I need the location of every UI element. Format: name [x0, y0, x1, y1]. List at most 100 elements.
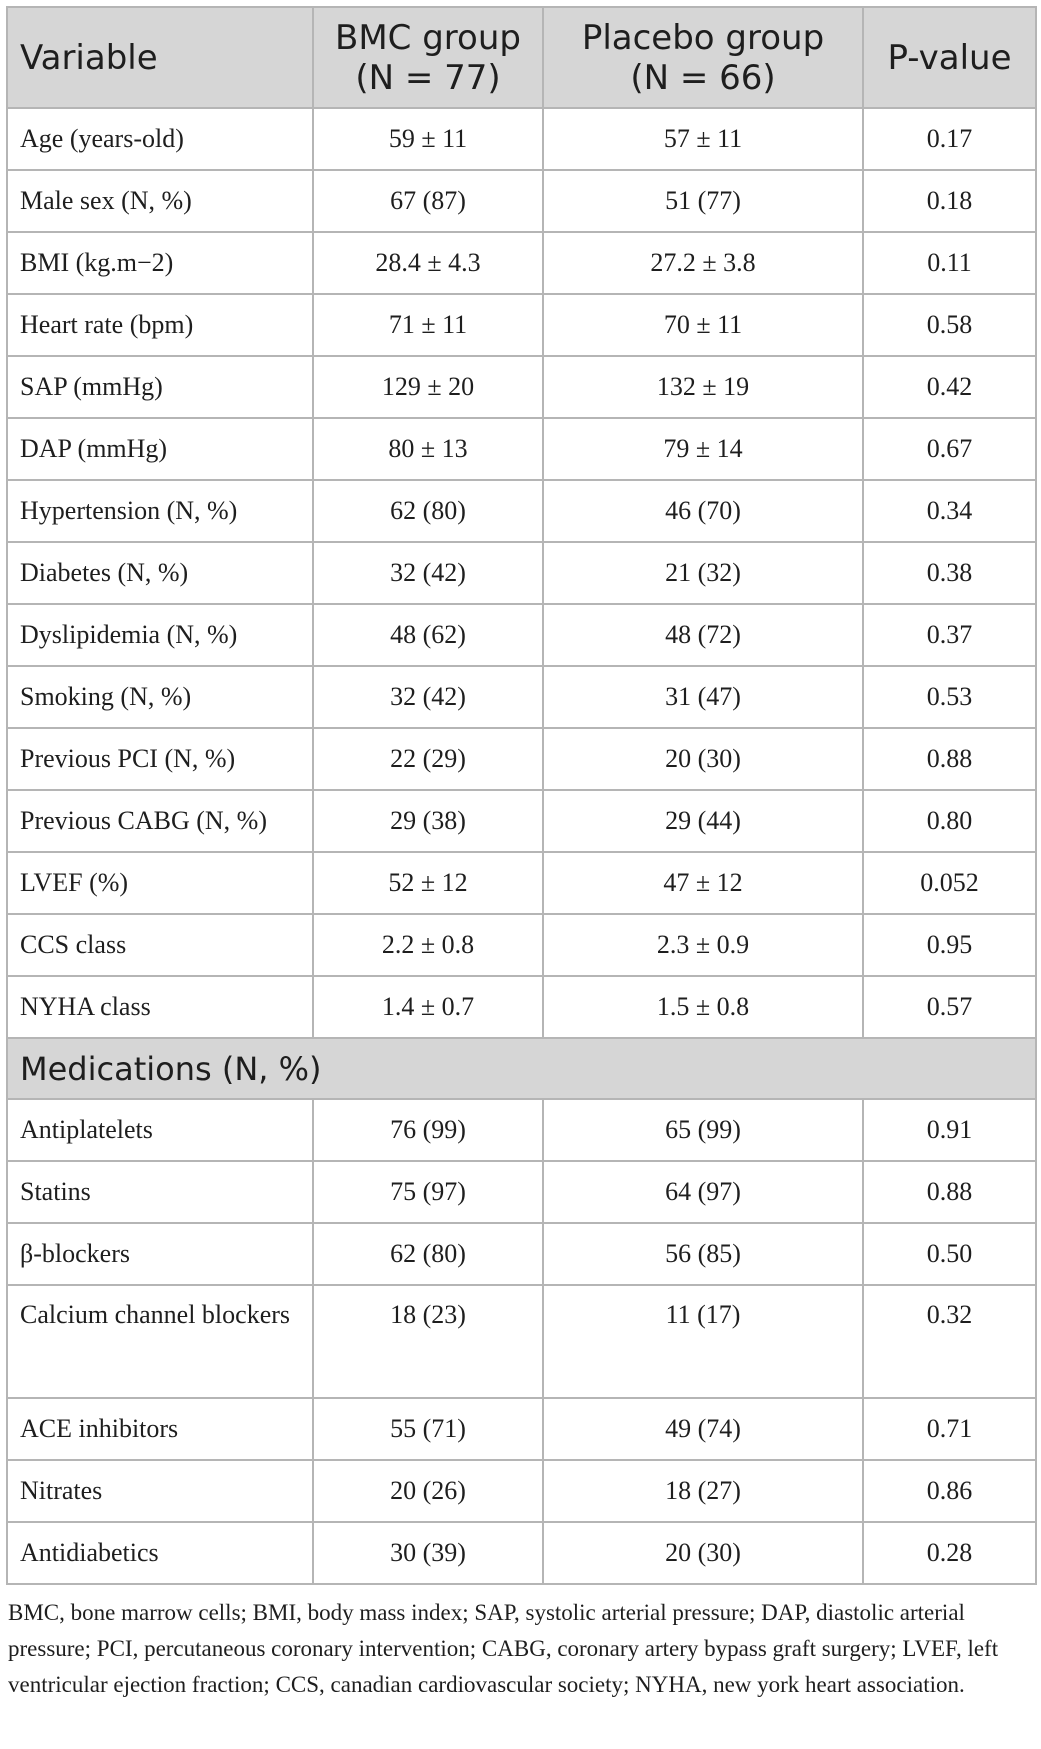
cell-p-value: 0.58: [862, 293, 1037, 357]
header-p-value: P-value: [862, 6, 1037, 109]
cell-variable: CCS class: [6, 913, 314, 977]
baseline-characteristics-table: Variable BMC group (N = 77) Placebo grou…: [6, 6, 1037, 1585]
cell-placebo-value: 20 (30): [542, 727, 864, 791]
cell-p-value: 0.71: [862, 1397, 1037, 1461]
table-row: Statins 75 (97) 64 (97) 0.88: [6, 1160, 1037, 1224]
cell-variable: LVEF (%): [6, 851, 314, 915]
cell-variable: Hypertension (N, %): [6, 479, 314, 543]
table-container: Variable BMC group (N = 77) Placebo grou…: [6, 6, 1037, 1703]
cell-placebo-value: 49 (74): [542, 1397, 864, 1461]
cell-variable: Previous PCI (N, %): [6, 727, 314, 791]
table-row: Hypertension (N, %) 62 (80) 46 (70) 0.34: [6, 479, 1037, 543]
header-variable: Variable: [6, 6, 314, 109]
cell-placebo-value: 70 ± 11: [542, 293, 864, 357]
cell-bmc-value: 2.2 ± 0.8: [312, 913, 544, 977]
table-row: Antiplatelets 76 (99) 65 (99) 0.91: [6, 1098, 1037, 1162]
cell-p-value: 0.17: [862, 107, 1037, 171]
cell-p-value: 0.80: [862, 789, 1037, 853]
cell-bmc-value: 80 ± 13: [312, 417, 544, 481]
cell-bmc-value: 32 (42): [312, 665, 544, 729]
cell-bmc-value: 62 (80): [312, 1222, 544, 1286]
cell-placebo-value: 29 (44): [542, 789, 864, 853]
cell-variable: Male sex (N, %): [6, 169, 314, 233]
cell-bmc-value: 59 ± 11: [312, 107, 544, 171]
table-row: Diabetes (N, %) 32 (42) 21 (32) 0.38: [6, 541, 1037, 605]
cell-placebo-value: 64 (97): [542, 1160, 864, 1224]
table-row: Male sex (N, %) 67 (87) 51 (77) 0.18: [6, 169, 1037, 233]
cell-bmc-value: 20 (26): [312, 1459, 544, 1523]
cell-p-value: 0.57: [862, 975, 1037, 1039]
cell-p-value: 0.18: [862, 169, 1037, 233]
cell-bmc-value: 48 (62): [312, 603, 544, 667]
table-row: Previous PCI (N, %) 22 (29) 20 (30) 0.88: [6, 727, 1037, 791]
header-bmc-title: BMC group: [335, 17, 521, 58]
cell-placebo-value: 48 (72): [542, 603, 864, 667]
cell-variable: BMI (kg.m−2): [6, 231, 314, 295]
table-row: LVEF (%) 52 ± 12 47 ± 12 0.052: [6, 851, 1037, 915]
table-row: Nitrates 20 (26) 18 (27) 0.86: [6, 1459, 1037, 1523]
cell-variable: Statins: [6, 1160, 314, 1224]
table-row: Smoking (N, %) 32 (42) 31 (47) 0.53: [6, 665, 1037, 729]
table-row: Calcium channel blockers 18 (23) 11 (17) 0.…: [6, 1284, 1037, 1399]
cell-variable: Nitrates: [6, 1459, 314, 1523]
cell-placebo-value: 20 (30): [542, 1521, 864, 1585]
cell-placebo-value: 11 (17): [542, 1284, 864, 1399]
cell-bmc-value: 18 (23): [312, 1284, 544, 1399]
cell-bmc-value: 75 (97): [312, 1160, 544, 1224]
cell-variable: Previous CABG (N, %): [6, 789, 314, 853]
table-row: DAP (mmHg) 80 ± 13 79 ± 14 0.67: [6, 417, 1037, 481]
cell-p-value: 0.37: [862, 603, 1037, 667]
cell-placebo-value: 2.3 ± 0.9: [542, 913, 864, 977]
cell-p-value: 0.88: [862, 1160, 1037, 1224]
cell-bmc-value: 30 (39): [312, 1521, 544, 1585]
cell-variable: DAP (mmHg): [6, 417, 314, 481]
table-row: Heart rate (bpm) 71 ± 11 70 ± 11 0.58: [6, 293, 1037, 357]
header-bmc-n: (N = 77): [355, 57, 501, 98]
cell-bmc-value: 129 ± 20: [312, 355, 544, 419]
cell-bmc-value: 67 (87): [312, 169, 544, 233]
cell-variable: Heart rate (bpm): [6, 293, 314, 357]
cell-placebo-value: 65 (99): [542, 1098, 864, 1162]
cell-placebo-value: 1.5 ± 0.8: [542, 975, 864, 1039]
cell-bmc-value: 62 (80): [312, 479, 544, 543]
table-footnote: BMC, bone marrow cells; BMI, body mass i…: [8, 1600, 999, 1697]
cell-variable: Calcium channel blockers: [6, 1284, 314, 1399]
cell-p-value: 0.34: [862, 479, 1037, 543]
cell-p-value: 0.86: [862, 1459, 1037, 1523]
table-row: BMI (kg.m−2) 28.4 ± 4.3 27.2 ± 3.8 0.11: [6, 231, 1037, 295]
cell-placebo-value: 46 (70): [542, 479, 864, 543]
cell-placebo-value: 132 ± 19: [542, 355, 864, 419]
table-row: CCS class 2.2 ± 0.8 2.3 ± 0.9 0.95: [6, 913, 1037, 977]
cell-p-value: 0.88: [862, 727, 1037, 791]
cell-placebo-value: 57 ± 11: [542, 107, 864, 171]
cell-variable: β-blockers: [6, 1222, 314, 1286]
cell-p-value: 0.052: [862, 851, 1037, 915]
cell-variable: Smoking (N, %): [6, 665, 314, 729]
table-row: Dyslipidemia (N, %) 48 (62) 48 (72) 0.37: [6, 603, 1037, 667]
cell-p-value: 0.91: [862, 1098, 1037, 1162]
table-row: β-blockers 62 (80) 56 (85) 0.50: [6, 1222, 1037, 1286]
cell-bmc-value: 29 (38): [312, 789, 544, 853]
header-placebo-group: Placebo group (N = 66): [542, 6, 864, 109]
section-label: Medications (N, %): [6, 1037, 1037, 1100]
cell-p-value: 0.32: [862, 1284, 1037, 1399]
cell-p-value: 0.67: [862, 417, 1037, 481]
cell-placebo-value: 79 ± 14: [542, 417, 864, 481]
cell-placebo-value: 51 (77): [542, 169, 864, 233]
cell-p-value: 0.42: [862, 355, 1037, 419]
cell-p-value: 0.28: [862, 1521, 1037, 1585]
cell-p-value: 0.95: [862, 913, 1037, 977]
table-row: Previous CABG (N, %) 29 (38) 29 (44) 0.80: [6, 789, 1037, 853]
header-placebo-n: (N = 66): [630, 57, 776, 98]
cell-bmc-value: 52 ± 12: [312, 851, 544, 915]
table-row: Age (years-old) 59 ± 11 57 ± 11 0.17: [6, 107, 1037, 171]
cell-bmc-value: 76 (99): [312, 1098, 544, 1162]
cell-variable: Dyslipidemia (N, %): [6, 603, 314, 667]
cell-bmc-value: 1.4 ± 0.7: [312, 975, 544, 1039]
table-row: Antidiabetics 30 (39) 20 (30) 0.28: [6, 1521, 1037, 1585]
cell-p-value: 0.38: [862, 541, 1037, 605]
cell-placebo-value: 31 (47): [542, 665, 864, 729]
table-row: NYHA class 1.4 ± 0.7 1.5 ± 0.8 0.57: [6, 975, 1037, 1039]
cell-bmc-value: 22 (29): [312, 727, 544, 791]
table-row: SAP (mmHg) 129 ± 20 132 ± 19 0.42: [6, 355, 1037, 419]
